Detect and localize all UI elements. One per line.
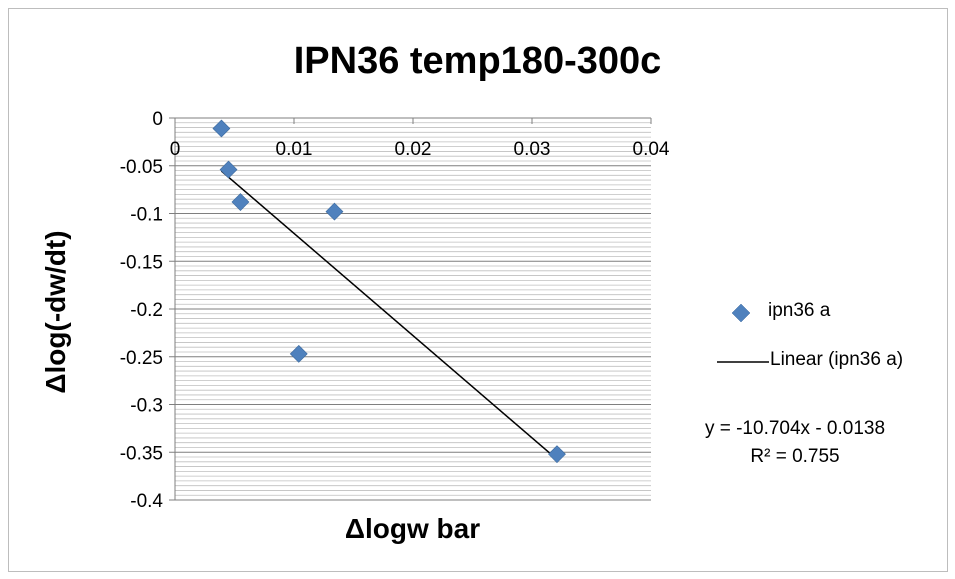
chart-title: IPN36 temp180-300c bbox=[293, 40, 662, 82]
x-tick-label: 0.02 bbox=[395, 139, 432, 160]
trendline-r2: R² = 0.755 bbox=[750, 446, 840, 467]
legend-marker-diamond-icon bbox=[731, 303, 751, 323]
trendline-equation: y = -10.704x - 0.0138 bbox=[704, 418, 886, 439]
y-tick-label: 0 bbox=[152, 109, 163, 130]
y-tick-label: -0.3 bbox=[130, 396, 163, 417]
y-axis-title: Δlog(-dw/dt) bbox=[40, 230, 71, 394]
data-point bbox=[289, 344, 308, 363]
y-tick-label: -0.4 bbox=[130, 491, 163, 512]
trendline-equation-box: y = -10.704x - 0.0138 R² = 0.755 bbox=[680, 415, 910, 471]
x-tick-label: 0.01 bbox=[276, 139, 313, 160]
y-tick-label: -0.1 bbox=[130, 205, 163, 226]
y-tick-label: -0.35 bbox=[120, 443, 163, 464]
data-point bbox=[219, 160, 238, 179]
x-tick-label: 0.04 bbox=[633, 139, 670, 160]
y-tick-label: -0.25 bbox=[120, 348, 163, 369]
legend-label-trendline: Linear (ipn36 a) bbox=[770, 349, 904, 370]
x-axis-title: Δlogw bar bbox=[344, 513, 481, 544]
data-point bbox=[231, 193, 250, 211]
y-tick-label: -0.2 bbox=[130, 300, 163, 321]
x-tick-label: 0.03 bbox=[514, 139, 551, 160]
data-point bbox=[212, 119, 231, 138]
trendline bbox=[220, 170, 558, 460]
data-point bbox=[325, 202, 344, 221]
data-point bbox=[548, 445, 566, 464]
y-tick-label: -0.05 bbox=[120, 157, 163, 178]
legend-line-icon bbox=[717, 361, 769, 363]
x-tick-label: 0 bbox=[170, 139, 181, 160]
legend-label-series: ipn36 a bbox=[768, 300, 831, 321]
y-tick-label: -0.15 bbox=[120, 252, 163, 273]
